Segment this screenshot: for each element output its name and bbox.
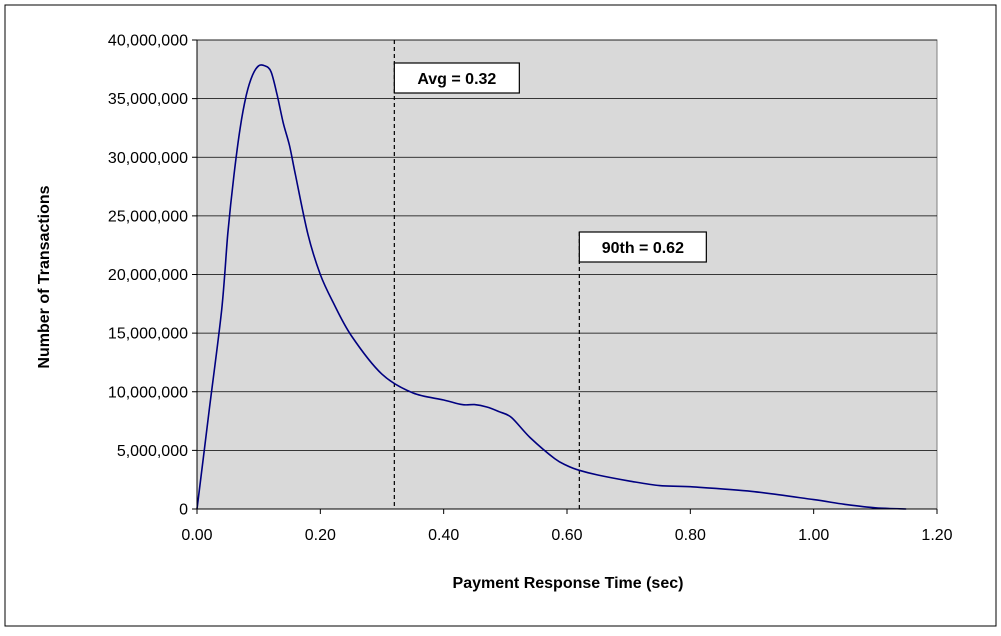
y-tick-label: 40,000,000 <box>108 33 188 50</box>
y-tick-label: 25,000,000 <box>108 208 188 225</box>
x-tick-label: 0.80 <box>675 527 706 544</box>
x-tick-label: 0.60 <box>551 527 582 544</box>
series-line <box>196 64 907 510</box>
y-tick-label: 5,000,000 <box>117 443 188 460</box>
y-tick-label: 35,000,000 <box>108 91 188 108</box>
x-tick-label: 0.20 <box>305 527 336 544</box>
x-tick-label: 0.00 <box>181 527 212 544</box>
y-tick-label: 15,000,000 <box>108 326 188 343</box>
y-tick-labels: 0 5,000,000 10,000,000 15,000,000 20,000,000… <box>108 33 197 519</box>
x-axis-title: Payment Response Time (sec) <box>453 575 684 592</box>
x-tick-labels: 0.00 0.20 0.40 0.60 0.80 1.00 1.20 <box>181 509 953 544</box>
annotation-label: Avg = 0.32 <box>417 71 496 88</box>
x-tick-label: 1.20 <box>921 527 952 544</box>
y-tick-label: 20,000,000 <box>108 267 188 284</box>
x-tick-label: 1.00 <box>798 527 829 544</box>
x-tick-label: 0.40 <box>428 527 459 544</box>
reference-lines <box>393 40 580 509</box>
y-tick-label: 10,000,000 <box>108 384 188 401</box>
annotations: Avg = 0.32 90th = 0.62 <box>393 62 707 263</box>
y-tick-label: 30,000,000 <box>108 150 188 167</box>
annotation-box <box>393 62 520 94</box>
y-axis-title: Number of Transactions <box>36 185 53 368</box>
y-tick-label: 0 <box>179 502 188 519</box>
annotation-label: 90th = 0.62 <box>602 240 684 257</box>
annotation-box <box>578 231 707 263</box>
gridlines <box>197 39 937 451</box>
